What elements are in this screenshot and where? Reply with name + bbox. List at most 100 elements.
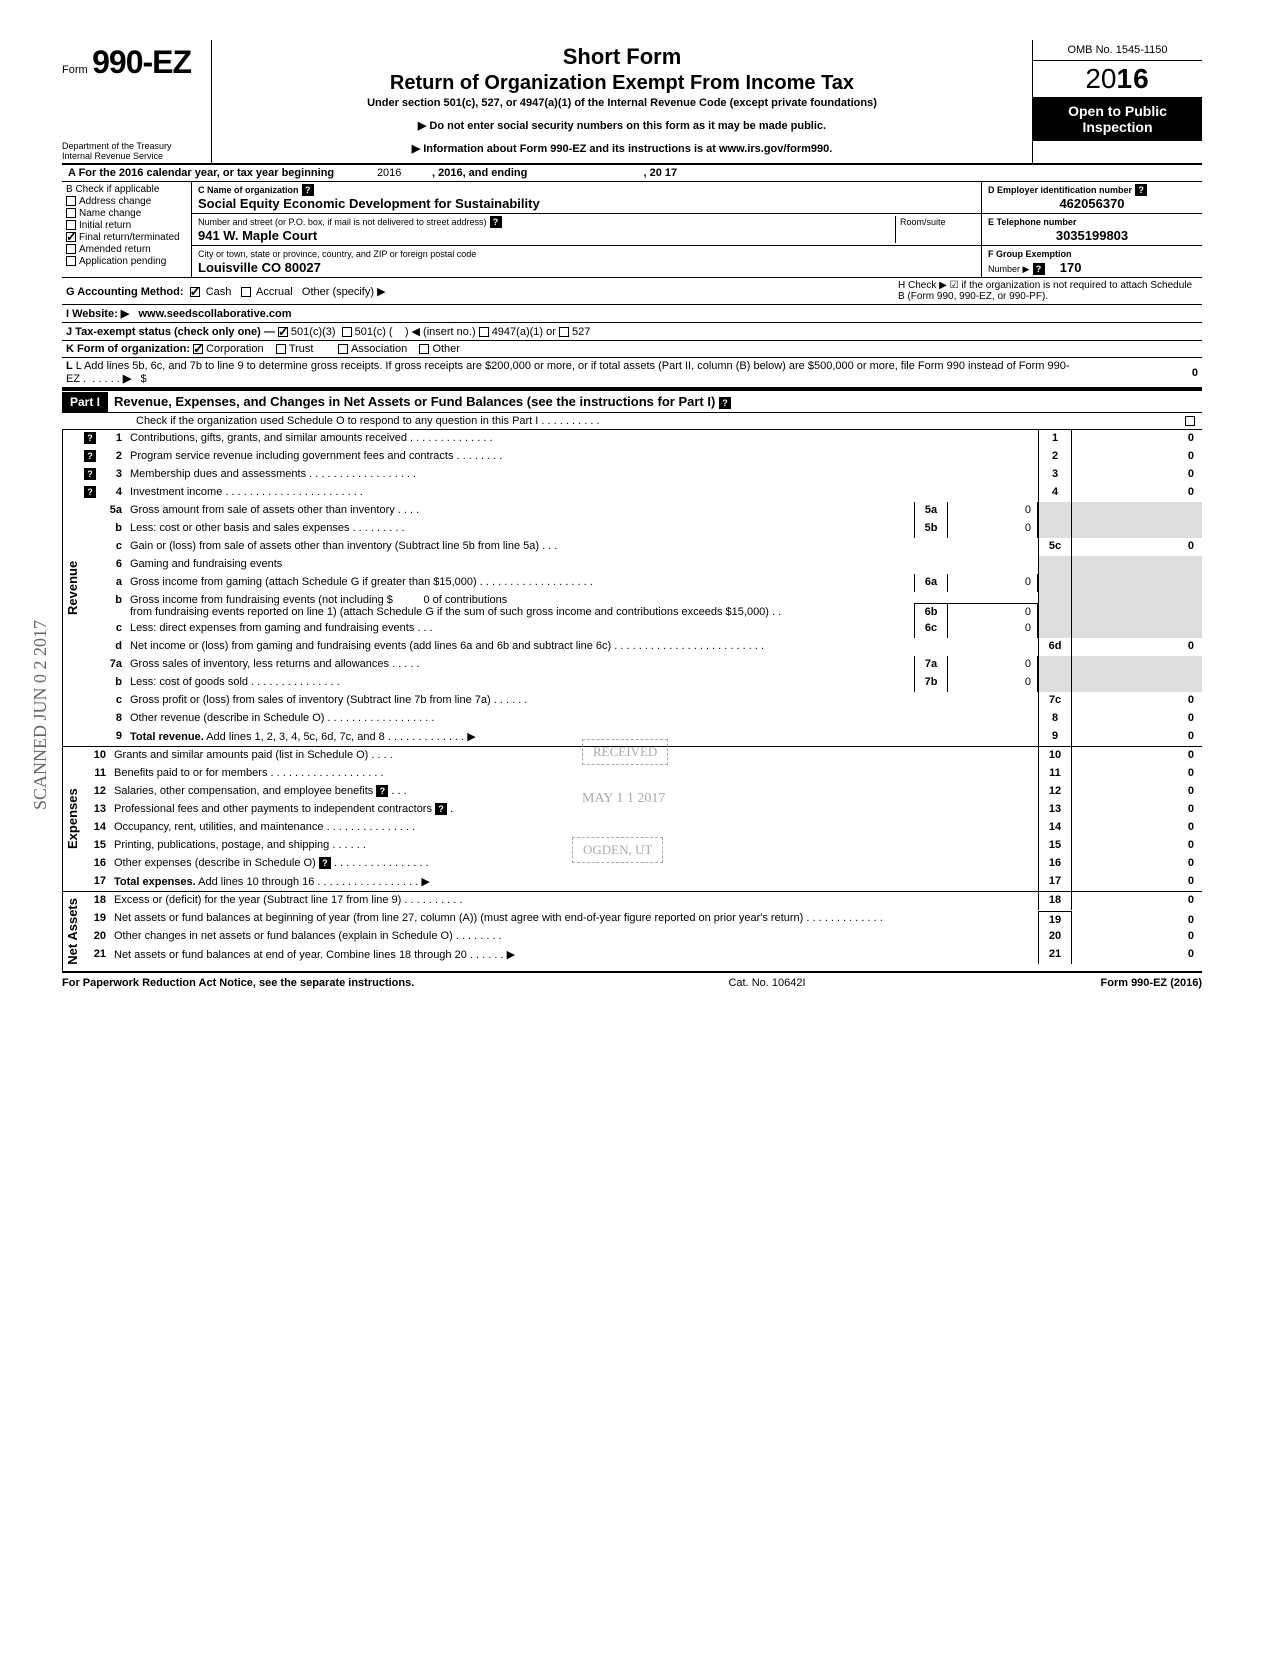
c-name-label: C Name of organization (198, 185, 299, 195)
shaded-cell (1072, 520, 1202, 538)
line-17-val: 0 (1072, 873, 1202, 891)
line-5a-innum: 5a (914, 502, 948, 520)
inspection-text: Inspection (1037, 119, 1198, 135)
ein-value: 462056370 (988, 196, 1196, 211)
cb-501c[interactable] (342, 327, 352, 337)
help-icon[interactable]: ? (84, 432, 96, 444)
a-year1: 2016 (377, 167, 401, 179)
cb-address-change[interactable] (66, 196, 76, 206)
a-mid: , 2016, and ending (432, 167, 527, 179)
line-6c-inval: 0 (948, 620, 1038, 638)
part1-label: Part I (62, 392, 108, 412)
cb-trust[interactable] (276, 344, 286, 354)
b-item-2: Initial return (79, 220, 131, 231)
line-14-val: 0 (1072, 819, 1202, 837)
cb-527[interactable] (559, 327, 569, 337)
year-prefix: 20 (1085, 63, 1116, 94)
help-icon[interactable]: ? (719, 397, 731, 409)
help-icon[interactable]: ? (84, 468, 96, 480)
line-8-val: 0 (1072, 710, 1202, 728)
cb-amended[interactable] (66, 244, 76, 254)
line-15-val: 0 (1072, 837, 1202, 855)
line-14-outnum: 14 (1038, 819, 1072, 837)
cb-name-change[interactable] (66, 208, 76, 218)
b-item-0: Address change (79, 196, 151, 207)
c-city-label: City or town, state or province, country… (198, 249, 476, 259)
cb-4947[interactable] (479, 327, 489, 337)
help-icon[interactable]: ? (490, 216, 502, 228)
bullet-info: ▶ Information about Form 990-EZ and its … (220, 142, 1024, 155)
line-11-desc: Benefits paid to or for members . . . . … (110, 765, 1038, 783)
form-prefix: Form (62, 64, 88, 76)
shaded-cell (1072, 620, 1202, 638)
cb-cash[interactable] (190, 287, 200, 297)
shaded-cell (1038, 674, 1072, 692)
line-21-num: 21 (82, 946, 110, 964)
omb-number: OMB No. 1545-1150 (1033, 40, 1202, 61)
line-6-desc: Gaming and fundraising events (126, 556, 1038, 574)
cb-final-return[interactable] (66, 232, 76, 242)
help-icon[interactable]: ? (84, 450, 96, 462)
line-11-val: 0 (1072, 765, 1202, 783)
part1-check-text: Check if the organization used Schedule … (136, 415, 538, 427)
cb-schedule-o[interactable] (1185, 416, 1195, 426)
cb-corporation[interactable] (193, 344, 203, 354)
section-j: J Tax-exempt status (check only one) — 5… (62, 323, 1202, 341)
line-2-num: 2 (98, 448, 126, 466)
c-room-label: Room/suite (900, 217, 946, 227)
line-4-num: 4 (98, 484, 126, 502)
help-icon[interactable]: ? (1033, 263, 1045, 275)
help-icon[interactable]: ? (302, 184, 314, 196)
g-other: Other (specify) ▶ (302, 286, 386, 298)
line-8-outnum: 8 (1038, 710, 1072, 728)
b-item-4: Amended return (79, 244, 151, 255)
help-icon[interactable]: ? (376, 785, 388, 797)
line-7a-innum: 7a (914, 656, 948, 674)
line-20-val: 0 (1072, 928, 1202, 946)
line-4-outnum: 4 (1038, 484, 1072, 502)
cb-other-org[interactable] (419, 344, 429, 354)
cb-accrual[interactable] (241, 287, 251, 297)
j-opt4: 527 (572, 326, 590, 338)
year-digits: 16 (1117, 63, 1150, 94)
shaded-cell (1038, 556, 1072, 574)
help-icon[interactable]: ? (319, 857, 331, 869)
line-13-outnum: 13 (1038, 801, 1072, 819)
line-19-val: 0 (1072, 912, 1202, 928)
short-form-title: Short Form (220, 44, 1024, 70)
line-5a-desc: Gross amount from sale of assets other t… (126, 502, 914, 520)
paperwork-notice: For Paperwork Reduction Act Notice, see … (62, 977, 532, 989)
help-icon[interactable]: ? (1135, 184, 1147, 196)
cb-association[interactable] (338, 344, 348, 354)
line-6-num: 6 (98, 556, 126, 574)
b-item-1: Name change (79, 208, 141, 219)
shaded-cell (1072, 674, 1202, 692)
k-trust: Trust (289, 343, 314, 355)
line-8-desc: Other revenue (describe in Schedule O) .… (126, 710, 1038, 728)
received-stamp: RECEIVED (582, 739, 668, 765)
header-left: Form 990-EZ Department of the Treasury I… (62, 40, 212, 163)
f-label: F Group Exemption (988, 249, 1072, 259)
help-icon[interactable]: ? (435, 803, 447, 815)
return-title: Return of Organization Exempt From Incom… (220, 72, 1024, 95)
line-19-outnum: 19 (1038, 911, 1072, 928)
cb-501c3[interactable] (278, 327, 288, 337)
line-14-desc: Occupancy, rent, utilities, and maintena… (110, 819, 1038, 837)
line-5b-num: b (98, 520, 126, 538)
cb-application-pending[interactable] (66, 256, 76, 266)
line-21-outnum: 21 (1038, 946, 1072, 964)
form-number: 990-EZ (92, 44, 191, 80)
section-def: D Employer identification number ? 46205… (982, 182, 1202, 277)
website-value: www.seedscollaborative.com (138, 308, 291, 320)
line-4-val: 0 (1072, 484, 1202, 502)
line-7c-num: c (98, 692, 126, 710)
org-street: 941 W. Maple Court (198, 228, 317, 243)
line-6c-desc: Less: direct expenses from gaming and fu… (126, 620, 914, 638)
help-icon[interactable]: ? (84, 486, 96, 498)
subtitle: Under section 501(c), 527, or 4947(a)(1)… (220, 97, 1024, 109)
line-6d-num: d (98, 638, 126, 656)
revenue-section: Revenue ?1Contributions, gifts, grants, … (62, 430, 1202, 747)
org-city: Louisville CO 80027 (198, 260, 321, 275)
line-6a-innum: 6a (914, 574, 948, 592)
line-18-outnum: 18 (1038, 892, 1072, 910)
